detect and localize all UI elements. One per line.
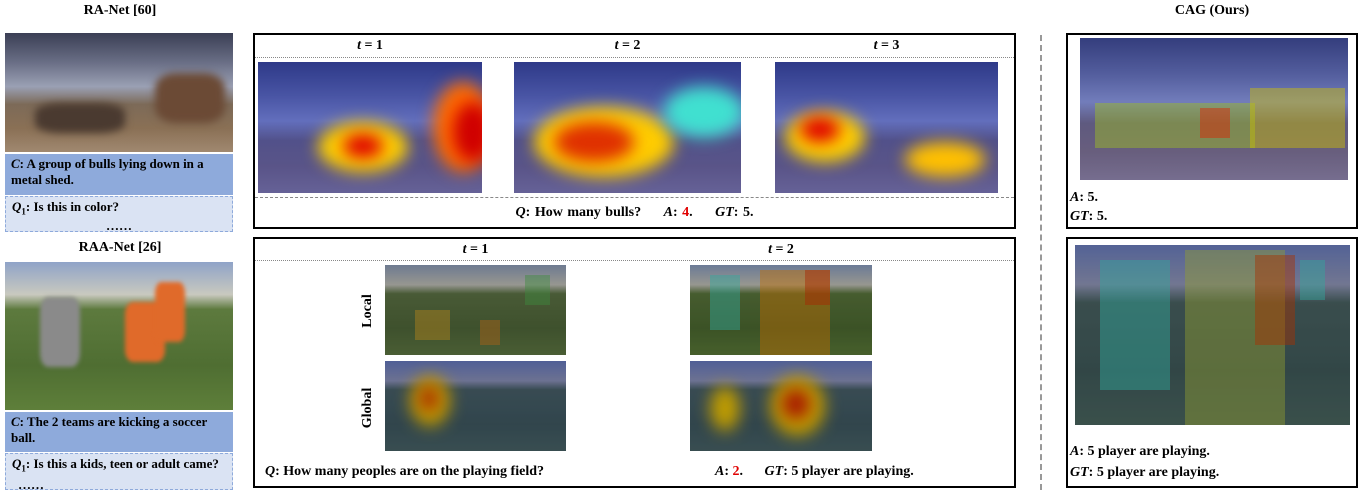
step-label: t = 2 bbox=[690, 242, 872, 258]
question-box: Q1: Is this in color? …… bbox=[5, 196, 233, 232]
heatmap bbox=[690, 361, 872, 451]
method-title: RAA-Net [26] bbox=[5, 240, 235, 256]
ground-truth: : 5. bbox=[1089, 209, 1108, 224]
divider bbox=[255, 197, 1014, 198]
var: A bbox=[1070, 444, 1079, 459]
step: = 1 bbox=[361, 38, 383, 53]
step: = 1 bbox=[466, 242, 488, 257]
caption-box: C: The 2 teams are kicking a soccer ball… bbox=[5, 412, 233, 452]
heatmap bbox=[1075, 245, 1350, 425]
heatmap bbox=[1080, 38, 1348, 180]
qa-line: Q: How many bulls? A: 4. GT: 5. bbox=[255, 205, 1014, 221]
ground-truth: : 5 player are playing. bbox=[783, 464, 914, 479]
heatmap bbox=[514, 62, 741, 193]
method-title: CAG (Ours) bbox=[1066, 3, 1358, 19]
row-label: Global bbox=[360, 378, 376, 438]
var: A bbox=[1070, 190, 1079, 205]
question: : How many bulls? bbox=[526, 205, 641, 220]
step-label: t = 1 bbox=[385, 242, 566, 258]
heatmap bbox=[258, 62, 482, 193]
question-box: Q1: Is this a kids, teen or adult came? … bbox=[5, 453, 233, 490]
divider bbox=[255, 260, 1014, 261]
question: : How many peoples are on the playing fi… bbox=[275, 464, 544, 479]
end: . bbox=[740, 464, 744, 479]
image bbox=[5, 262, 233, 410]
var: Q bbox=[516, 205, 526, 220]
answer: : 5 player are playing. bbox=[1079, 444, 1210, 459]
var: GT bbox=[715, 205, 734, 220]
var: C bbox=[11, 156, 20, 171]
image bbox=[385, 265, 566, 355]
answer-block: A: 5. GT: 5. bbox=[1070, 188, 1107, 226]
sep: : bbox=[673, 205, 682, 220]
ellipsis: …… bbox=[18, 477, 44, 492]
sep: : bbox=[724, 464, 732, 479]
var: GT bbox=[765, 464, 784, 479]
ground-truth: : 5. bbox=[734, 205, 754, 220]
qa-line: Q: How many peoples are on the playing f… bbox=[265, 464, 1010, 480]
caption-box: C: A group of bulls lying down in a meta… bbox=[5, 154, 233, 195]
method-title: RA-Net [60] bbox=[5, 3, 235, 19]
ellipsis: …… bbox=[12, 220, 226, 232]
image bbox=[690, 265, 872, 355]
step: = 3 bbox=[877, 38, 899, 53]
var: Q bbox=[265, 464, 275, 479]
figure: {"left": { "ra_net": {"title": "RA-Net [… bbox=[0, 0, 1369, 491]
caption: : A group of bulls lying down in a metal… bbox=[11, 156, 204, 187]
var: GT bbox=[1070, 209, 1089, 224]
separator bbox=[1040, 35, 1042, 490]
ground-truth: : 5 player are playing. bbox=[1089, 465, 1220, 480]
step-label: t = 2 bbox=[514, 38, 741, 54]
step-label: t = 3 bbox=[775, 38, 998, 54]
divider bbox=[255, 57, 1014, 58]
step: = 2 bbox=[618, 38, 640, 53]
end: . bbox=[689, 205, 693, 220]
image bbox=[5, 33, 233, 152]
heatmap bbox=[775, 62, 998, 193]
heatmap bbox=[385, 361, 566, 451]
var: GT bbox=[1070, 465, 1089, 480]
var: C bbox=[11, 414, 20, 429]
row-label: Local bbox=[360, 286, 376, 336]
step: = 2 bbox=[772, 242, 794, 257]
answer: : 5. bbox=[1079, 190, 1098, 205]
var: Q bbox=[12, 456, 21, 471]
question: : Is this in color? bbox=[26, 199, 119, 214]
var: A bbox=[664, 205, 673, 220]
panel bbox=[253, 237, 1016, 488]
step-label: t = 1 bbox=[258, 38, 482, 54]
answer-block: A: 5 player are playing. GT: 5 player ar… bbox=[1070, 441, 1219, 483]
var: A bbox=[715, 464, 724, 479]
caption: : The 2 teams are kicking a soccer ball. bbox=[11, 414, 207, 445]
answer: 2 bbox=[733, 464, 740, 479]
question: : Is this a kids, teen or adult came? bbox=[26, 456, 219, 471]
var: Q bbox=[12, 199, 21, 214]
